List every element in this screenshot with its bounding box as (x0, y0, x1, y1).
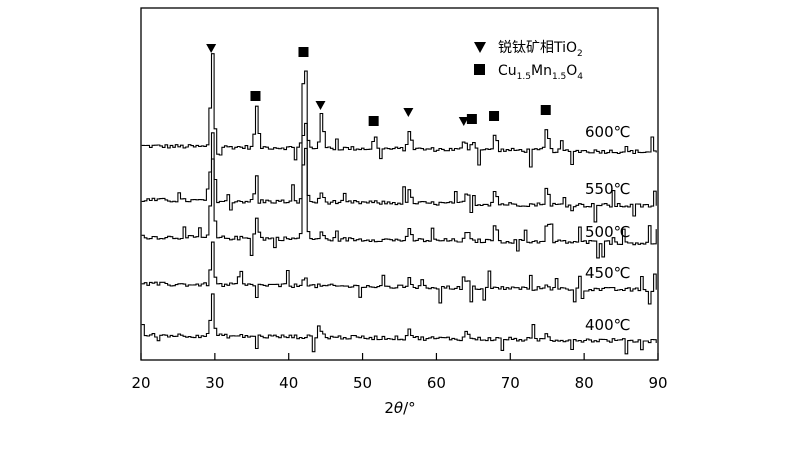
spinel-peak-marker (540, 105, 551, 115)
legend-entry-anatase: 锐钛矿相TiO2 (498, 40, 583, 59)
series-line (141, 53, 657, 168)
x-tick-label: 70 (501, 374, 520, 392)
legend-square-marker (474, 64, 485, 75)
x-axis: 20 30 40 50 60 70 80 90 (131, 353, 668, 392)
plot-frame (140, 7, 659, 361)
legend-triangle-marker (474, 42, 486, 53)
spinel-peak-marker (250, 91, 261, 101)
series-label: 550℃ (585, 180, 630, 198)
series-label: 400℃ (585, 316, 630, 334)
legend-anatase-subscript: 2 (577, 49, 583, 59)
x-tick-label: 50 (353, 374, 372, 392)
series-line (141, 147, 657, 259)
x-tick-label: 60 (427, 374, 446, 392)
spinel-peak-marker (466, 114, 477, 124)
x-axis-title: 2θ/° (384, 399, 415, 417)
spinel-peak-marker (368, 116, 379, 126)
series-label: 500℃ (585, 223, 630, 241)
anatase-peak-marker (206, 44, 217, 53)
x-axis-title-prefix: 2 (384, 399, 394, 417)
x-tick-label: 20 (131, 374, 150, 392)
spinel-peak-marker (489, 111, 500, 121)
x-axis-title-symbol: θ (394, 399, 403, 417)
peak-markers (206, 44, 551, 126)
anatase-peak-marker (315, 101, 326, 110)
series-label: 600℃ (585, 123, 630, 141)
x-tick-label: 80 (575, 374, 594, 392)
series-label: 450℃ (585, 264, 630, 282)
x-tick-label: 40 (279, 374, 298, 392)
spinel-peak-marker (298, 47, 309, 57)
series-line (141, 122, 657, 223)
series-line (141, 293, 657, 355)
legend-formula-part: 1.5 (552, 72, 566, 82)
series-labels: 600℃ 550℃ 500℃ 450℃ 400℃ (585, 123, 630, 334)
legend: 锐钛矿相TiO2 Cu1.5Mn1.5O4 (474, 40, 583, 82)
legend-formula-part: Cu (498, 63, 517, 79)
series-line (141, 241, 657, 305)
legend-formula-part: 4 (577, 72, 583, 82)
x-tick-label: 30 (205, 374, 224, 392)
legend-anatase-label: 锐钛矿相TiO (498, 40, 577, 56)
legend-entry-cu-mn-oxide: Cu1.5Mn1.5O4 (498, 63, 583, 82)
anatase-peak-marker (458, 117, 469, 126)
series-traces (141, 53, 657, 355)
x-tick-label: 90 (648, 374, 667, 392)
anatase-peak-marker (403, 108, 414, 117)
x-axis-title-suffix: /° (403, 399, 416, 417)
legend-formula-part: Mn (531, 63, 552, 79)
legend-formula-part: O (566, 63, 577, 79)
legend-formula-part: 1.5 (517, 72, 531, 82)
